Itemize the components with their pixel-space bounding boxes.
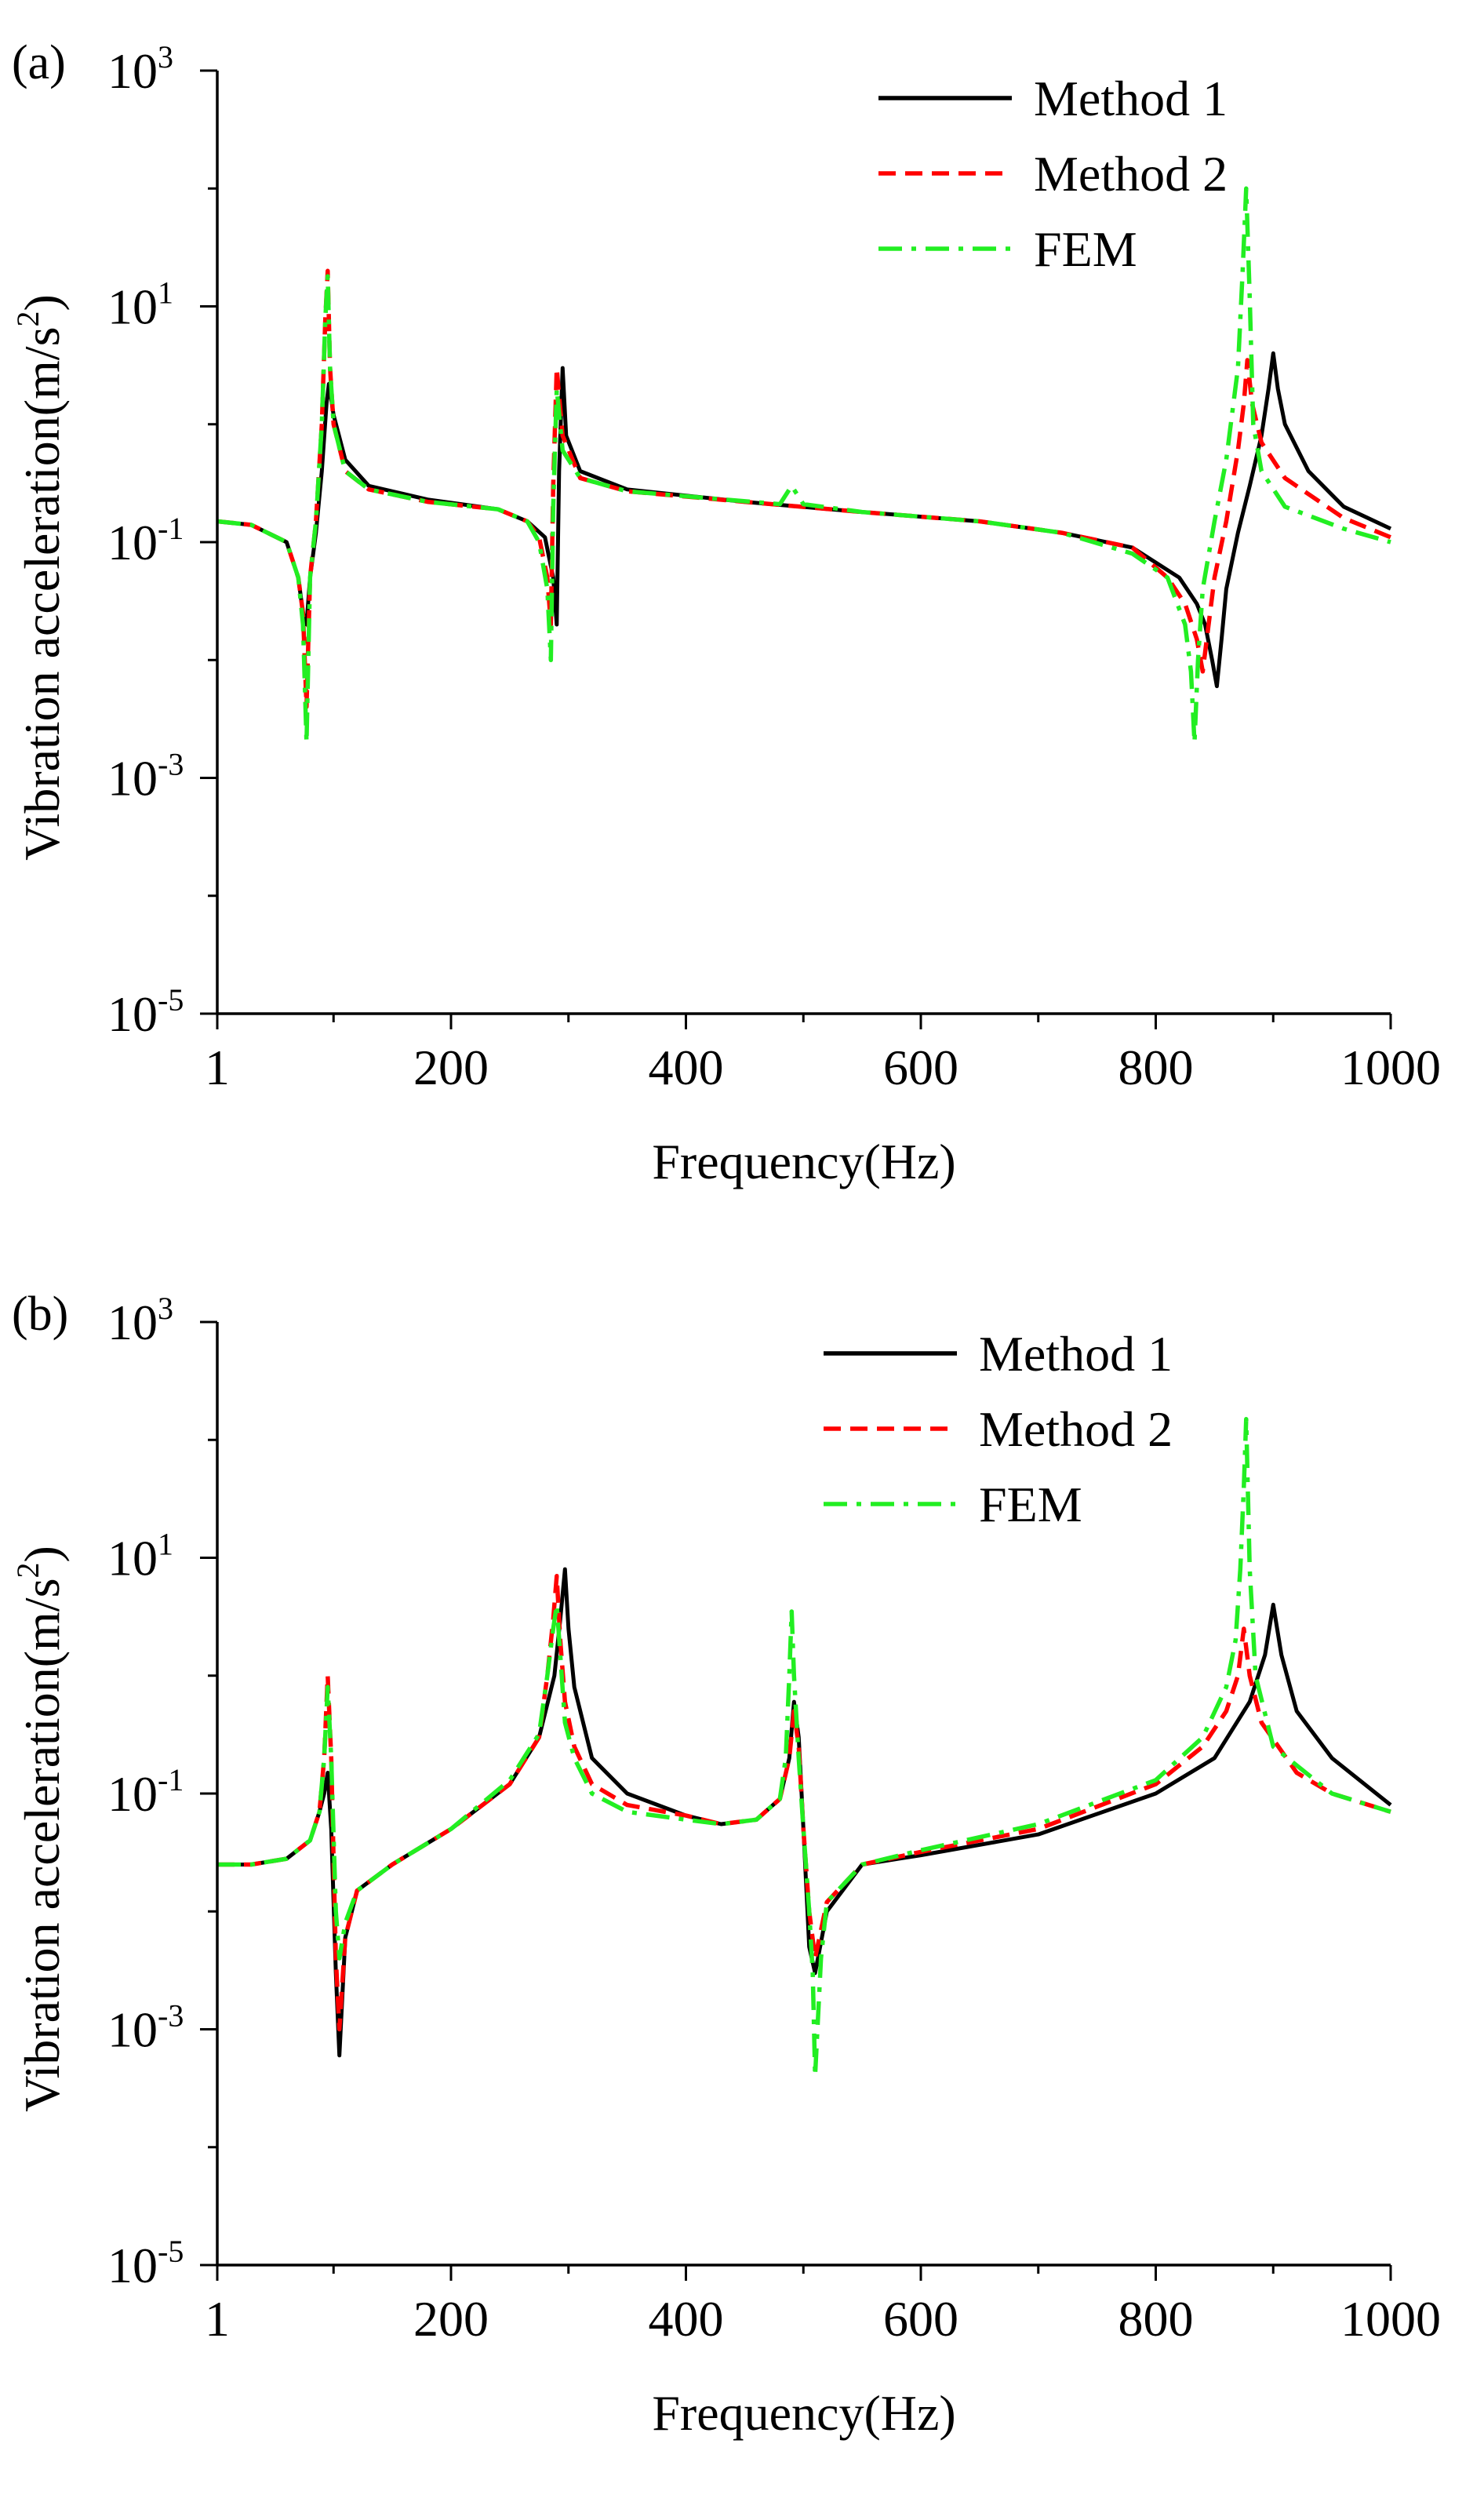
- x-tick-label: 600: [883, 1040, 958, 1095]
- legend-label: FEM: [979, 1477, 1082, 1532]
- legend: Method 1 Method 2 FEM: [824, 1326, 1173, 1532]
- legend-label: Method 2: [979, 1401, 1173, 1457]
- y-axis-title: Vibration acceleration(m/s2): [10, 1546, 70, 2112]
- chart-panel-b: 1 200 400 600 800 1000 103 101 10-1 10-3 10-5 Frequ…: [10, 1287, 1441, 2441]
- y-tick-label: 10-3: [107, 1998, 184, 2058]
- x-tick-label: 400: [649, 1040, 724, 1095]
- x-tick-label: 200: [413, 1040, 489, 1095]
- y-tick-label: 10-5: [107, 2234, 184, 2293]
- series-line-method-2: [217, 1574, 1391, 2032]
- x-axis-title: Frequency(Hz): [652, 1134, 955, 1189]
- y-tick-label: 101: [107, 1527, 173, 1586]
- x-tick-label: 400: [649, 2291, 724, 2347]
- y-tick-label: 103: [107, 1291, 173, 1350]
- series-group: [217, 1417, 1392, 2079]
- chart-panel-a: 1 200 400 600 800 1000 103 101 10-1 10-3 10-5 Frequ…: [10, 36, 1441, 1189]
- y-tick-label: 101: [107, 275, 173, 335]
- x-tick-label: 800: [1118, 2291, 1194, 2347]
- series-group: [216, 186, 1392, 745]
- x-axis-title: Frequency(Hz): [652, 2385, 955, 2441]
- x-tick-label: 1000: [1340, 1040, 1441, 1095]
- x-tick-label: 1: [205, 1040, 230, 1095]
- y-tick-label: 10-3: [107, 747, 184, 807]
- y-tick-label: 10-1: [107, 511, 184, 570]
- x-tick-label: 1: [205, 2291, 230, 2347]
- y-tick-label: 10-1: [107, 1762, 184, 1822]
- series-line-fem: [217, 1417, 1391, 2079]
- y-tick-label: 10-5: [107, 982, 184, 1042]
- series-line-fem: [216, 186, 1391, 745]
- x-tick-label: 200: [413, 2291, 489, 2347]
- panel-label: (a): [12, 36, 66, 89]
- series-line-method-2: [216, 268, 1392, 709]
- x-tick-label: 1000: [1340, 2291, 1441, 2347]
- legend: Method 1 Method 2 FEM: [878, 71, 1228, 277]
- panel-label: (b): [12, 1287, 68, 1341]
- legend-label: Method 1: [979, 1326, 1173, 1382]
- x-tick-label: 600: [883, 2291, 958, 2347]
- legend-label: FEM: [1034, 221, 1137, 277]
- y-tick-label: 103: [107, 39, 173, 99]
- y-axis-title: Vibration acceleration(m/s2): [10, 294, 70, 861]
- legend-label: Method 1: [1034, 71, 1228, 126]
- x-tick-label: 800: [1118, 1040, 1194, 1095]
- legend-label: Method 2: [1034, 146, 1228, 202]
